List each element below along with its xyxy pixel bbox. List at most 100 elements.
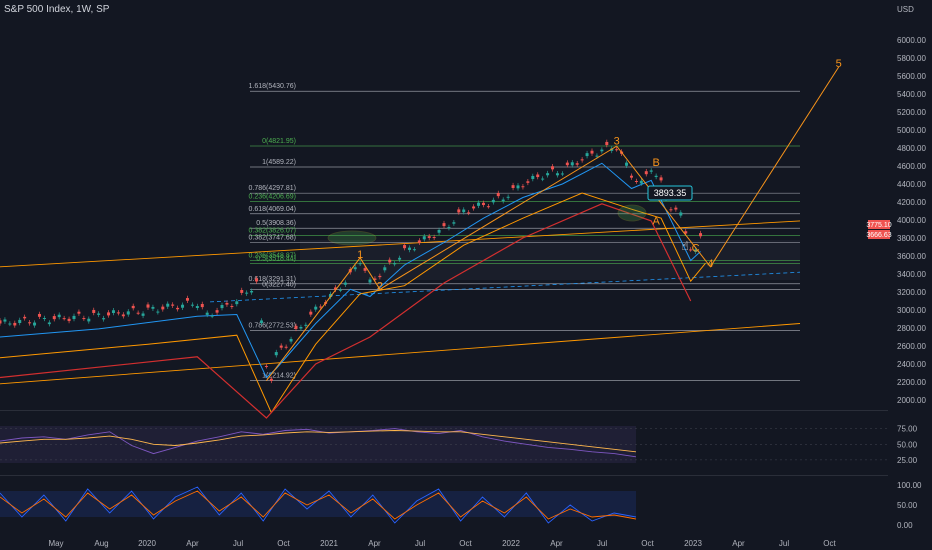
candle-body bbox=[245, 292, 249, 294]
candle-body bbox=[210, 315, 214, 317]
fib-level-label: 0.236(4206.69) bbox=[249, 193, 296, 200]
candle-body bbox=[674, 207, 678, 210]
elliott-wave-path bbox=[266, 66, 840, 382]
x-tick-label: Jul bbox=[233, 539, 243, 548]
fib-level-label: 0(4821.95) bbox=[262, 138, 296, 145]
candle-body bbox=[121, 314, 125, 317]
price-badge-text: 3775.10 bbox=[866, 222, 891, 229]
candle-body bbox=[575, 163, 579, 165]
candle-body bbox=[462, 209, 466, 213]
candle-body bbox=[496, 193, 500, 197]
candle-body bbox=[274, 352, 278, 356]
price-badge-text: 3666.63 bbox=[866, 232, 891, 239]
candle-body bbox=[447, 226, 451, 229]
x-tick-label: 2021 bbox=[320, 539, 338, 548]
candle-body bbox=[102, 318, 106, 320]
candle-body bbox=[363, 268, 367, 271]
candle-body bbox=[240, 289, 244, 293]
highlight-ellipse bbox=[617, 204, 647, 222]
stoch-d-line bbox=[0, 490, 637, 520]
candle-body bbox=[422, 236, 426, 240]
candle-body bbox=[407, 247, 411, 250]
candle-body bbox=[156, 311, 160, 313]
candle-body bbox=[383, 267, 387, 271]
candle-body bbox=[161, 306, 165, 310]
candle-body bbox=[442, 223, 446, 227]
candle-body bbox=[0, 320, 2, 324]
candle-body bbox=[452, 222, 456, 224]
wave-label-A: A bbox=[652, 216, 660, 228]
stoch-tick-label: 50.00 bbox=[897, 501, 918, 510]
ma-orange-line bbox=[0, 192, 706, 414]
candle-body bbox=[684, 231, 688, 234]
candle-body bbox=[491, 199, 495, 203]
candle-body bbox=[82, 318, 86, 320]
fib-level-label: 0.5(3908.36) bbox=[256, 220, 296, 227]
chart-title: S&P 500 Index, 1W, SP bbox=[4, 4, 110, 15]
candle-body bbox=[141, 313, 145, 316]
candle-body bbox=[62, 318, 66, 320]
candle-body bbox=[555, 173, 559, 176]
stoch-band bbox=[0, 491, 636, 517]
candle-body bbox=[284, 346, 288, 348]
y-tick-label: 2600.00 bbox=[897, 342, 926, 351]
stoch-tick-label: 0.00 bbox=[897, 521, 913, 530]
x-tick-label: Oct bbox=[641, 539, 654, 548]
candle-body bbox=[250, 290, 254, 293]
candle-body bbox=[57, 314, 61, 318]
candle-body bbox=[126, 311, 130, 315]
fib-level-label: 0.786(2772.53) bbox=[249, 322, 296, 329]
candle-body bbox=[501, 199, 505, 202]
y-tick-label: 3800.00 bbox=[897, 234, 926, 243]
candle-body bbox=[264, 365, 268, 367]
candle-body bbox=[477, 202, 481, 206]
y-tick-label: 5800.00 bbox=[897, 54, 926, 63]
candle-body bbox=[279, 345, 283, 348]
candle-body bbox=[13, 322, 17, 326]
y-tick-label: 2200.00 bbox=[897, 378, 926, 387]
candle-body bbox=[629, 175, 633, 178]
candle-body bbox=[97, 313, 101, 315]
hand-cursor-icon: ☝ bbox=[681, 239, 688, 253]
candle-body bbox=[329, 293, 333, 298]
candle-body bbox=[151, 306, 155, 309]
fib-level-label: 1.618(5430.76) bbox=[249, 83, 296, 90]
candle-body bbox=[644, 171, 648, 175]
candle-body bbox=[353, 267, 357, 270]
wave-label-5: 5 bbox=[836, 58, 842, 70]
x-tick-label: Jul bbox=[597, 539, 607, 548]
candle-body bbox=[146, 304, 150, 308]
fib-level-label: 0.382(3826.07) bbox=[249, 228, 296, 235]
fib-level-label: 0.618(3291.31) bbox=[249, 276, 296, 283]
candle-body bbox=[333, 287, 337, 290]
candle-body bbox=[457, 209, 461, 213]
candle-body bbox=[343, 282, 347, 285]
candle-body bbox=[309, 311, 313, 315]
candle-body bbox=[181, 304, 185, 308]
y-tick-label: 2800.00 bbox=[897, 324, 926, 333]
wave-label-2: 2 bbox=[377, 280, 383, 292]
y-tick-label: 2400.00 bbox=[897, 360, 926, 369]
candle-body bbox=[427, 236, 431, 238]
fib-level-label: 1(4589.22) bbox=[262, 159, 296, 166]
candle-body bbox=[304, 324, 308, 326]
candle-body bbox=[111, 310, 115, 313]
currency-label: USD bbox=[897, 5, 914, 14]
candle-body bbox=[87, 318, 91, 322]
candle-body bbox=[378, 275, 382, 278]
candle-body bbox=[23, 316, 27, 319]
candle-body bbox=[225, 302, 229, 305]
wave-label-B: B bbox=[652, 157, 659, 169]
x-tick-label: Oct bbox=[459, 539, 472, 548]
x-tick-label: 2023 bbox=[684, 539, 702, 548]
ma-blue-line bbox=[0, 162, 701, 379]
candle-body bbox=[506, 196, 510, 198]
dashed-trendline bbox=[209, 271, 801, 303]
candle-body bbox=[319, 306, 323, 308]
fib-level-label: 0.618(4069.04) bbox=[249, 206, 296, 213]
candle-body bbox=[230, 306, 234, 308]
pane-divider bbox=[0, 475, 888, 476]
stoch-tick-label: 100.00 bbox=[897, 481, 922, 490]
candle-body bbox=[403, 245, 407, 249]
